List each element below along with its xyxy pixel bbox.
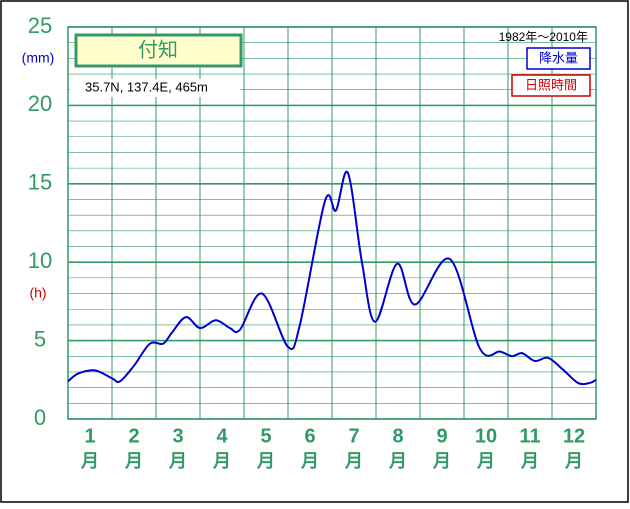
x-tick-label: 8 [392,425,403,447]
x-tick-suffix: 月 [256,451,275,471]
y-tick-label: 0 [34,405,46,430]
x-tick-suffix: 月 [124,451,143,471]
x-tick-label: 10 [475,425,497,447]
y-tick-label: 20 [28,91,52,116]
chart-title: 付知 [138,38,178,61]
x-tick-suffix: 月 [432,451,451,471]
x-tick-suffix: 月 [212,451,231,471]
legend-box [526,47,591,70]
x-tick-suffix: 月 [300,451,319,471]
period: 1982年〜2010年 [499,30,588,44]
x-tick-label: 11 [519,425,540,447]
x-tick-suffix: 月 [388,451,407,471]
y-unit-left: (mm) [22,50,55,66]
x-tick-label: 2 [128,425,139,447]
x-tick-label: 6 [304,425,315,447]
legend-label: 日照時間 [525,77,577,92]
y-tick-label: 25 [28,13,52,38]
x-tick-label: 4 [216,425,228,447]
x-tick-suffix: 月 [520,451,539,471]
legend-box [511,74,591,97]
x-tick-label: 5 [260,425,271,447]
plot-border [67,26,597,420]
x-tick-label: 7 [348,425,359,447]
x-tick-suffix: 月 [80,451,99,471]
x-tick-suffix: 月 [476,451,495,471]
subtitle-bg [70,79,240,97]
x-tick-suffix: 月 [344,451,363,471]
x-tick-suffix: 月 [168,451,187,471]
precip-line [67,170,597,386]
subtitle: 35.7N, 137.4E, 465m [85,79,208,94]
y-tick-label: 15 [28,170,52,195]
x-tick-label: 9 [436,425,447,447]
legend-label: 降水量 [539,50,578,65]
x-tick-label: 3 [172,425,183,447]
x-tick-label: 12 [563,425,585,447]
title-box [74,33,243,68]
x-tick-suffix: 月 [564,451,583,471]
y-tick-label: 10 [28,248,52,273]
x-tick-label: 1 [84,425,95,447]
y-unit-right: (h) [29,285,46,301]
y-tick-label: 5 [34,326,46,351]
